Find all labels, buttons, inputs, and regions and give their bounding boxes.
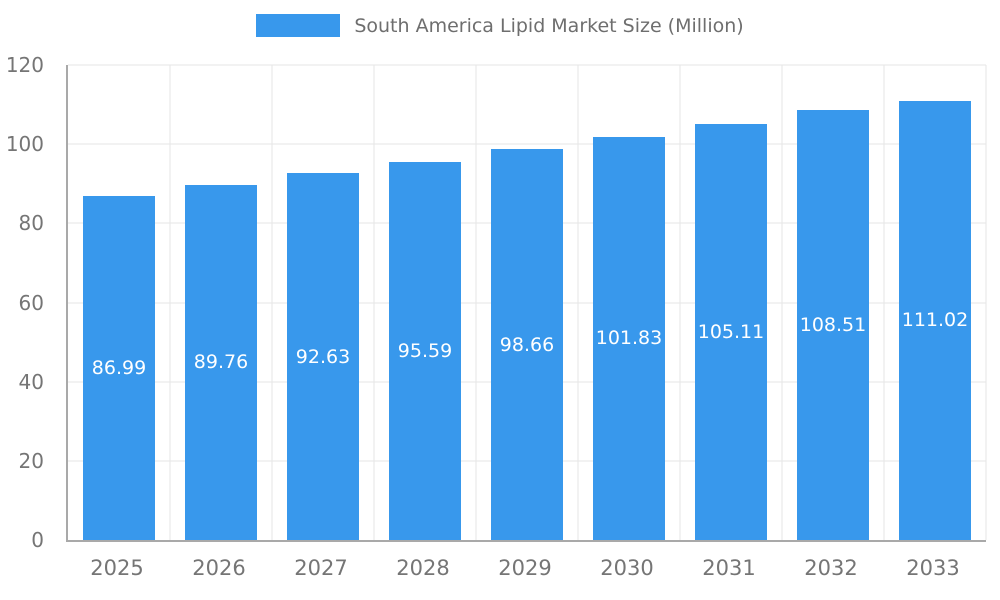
chart-legend[interactable]: South America Lipid Market Size (Million… [0, 14, 1000, 37]
v-gridline [373, 65, 375, 540]
bar-2032[interactable]: 108.51 [797, 110, 869, 540]
bar-value-label: 95.59 [397, 339, 453, 362]
y-tick-label: 0 [31, 528, 44, 552]
bar-2026[interactable]: 89.76 [185, 184, 257, 540]
x-tick-label: 2028 [396, 556, 450, 580]
bar-2027[interactable]: 92.63 [287, 173, 359, 540]
v-gridline [985, 65, 987, 540]
bar-2025[interactable]: 86.99 [83, 195, 155, 540]
bar-value-label: 92.63 [295, 345, 351, 368]
v-gridline [169, 65, 171, 540]
h-gridline [68, 143, 986, 145]
bar-value-label: 111.02 [901, 309, 969, 332]
bar-value-label: 105.11 [697, 320, 765, 343]
x-tick-label: 2031 [702, 556, 756, 580]
x-tick-label: 2025 [90, 556, 144, 580]
x-tick-label: 2026 [192, 556, 246, 580]
bar-2033[interactable]: 111.02 [899, 100, 971, 540]
y-tick-label: 100 [5, 132, 44, 157]
y-tick-label: 80 [18, 211, 44, 236]
legend-swatch [256, 14, 341, 37]
v-gridline [577, 65, 579, 540]
y-tick-label: 20 [18, 448, 44, 473]
legend-label: South America Lipid Market Size (Million… [354, 14, 744, 37]
bar-2031[interactable]: 105.11 [695, 123, 767, 540]
x-tick-label: 2030 [600, 556, 654, 580]
v-gridline [781, 65, 783, 540]
bar-value-label: 101.83 [595, 327, 663, 350]
y-tick-label: 60 [18, 290, 44, 315]
x-tick-label: 2033 [906, 556, 960, 580]
h-gridline [68, 64, 986, 66]
bar-2029[interactable]: 98.66 [491, 149, 563, 540]
y-tick-label: 120 [5, 53, 44, 77]
bar-2030[interactable]: 101.83 [593, 136, 665, 540]
v-gridline [475, 65, 477, 540]
v-gridline [883, 65, 885, 540]
bar-value-label: 108.51 [799, 314, 867, 337]
bar-value-label: 98.66 [499, 333, 555, 356]
bar-value-label: 86.99 [91, 356, 147, 379]
x-tick-label: 2027 [294, 556, 348, 580]
plot-area: 86.99 89.76 92.63 95.59 98.66 101.83 105.11 108… [66, 64, 987, 542]
x-tick-label: 2029 [498, 556, 552, 580]
v-gridline [271, 65, 273, 540]
bar-value-label: 89.76 [193, 351, 249, 374]
v-gridline [679, 65, 681, 540]
y-tick-label: 40 [18, 369, 44, 394]
y-axis: 0 20 40 60 80 100 120 [0, 55, 56, 550]
x-axis: 2025 2026 2027 2028 2029 2030 2031 2032 2033 [66, 552, 984, 588]
x-tick-label: 2032 [804, 556, 858, 580]
bar-2028[interactable]: 95.59 [389, 161, 461, 540]
